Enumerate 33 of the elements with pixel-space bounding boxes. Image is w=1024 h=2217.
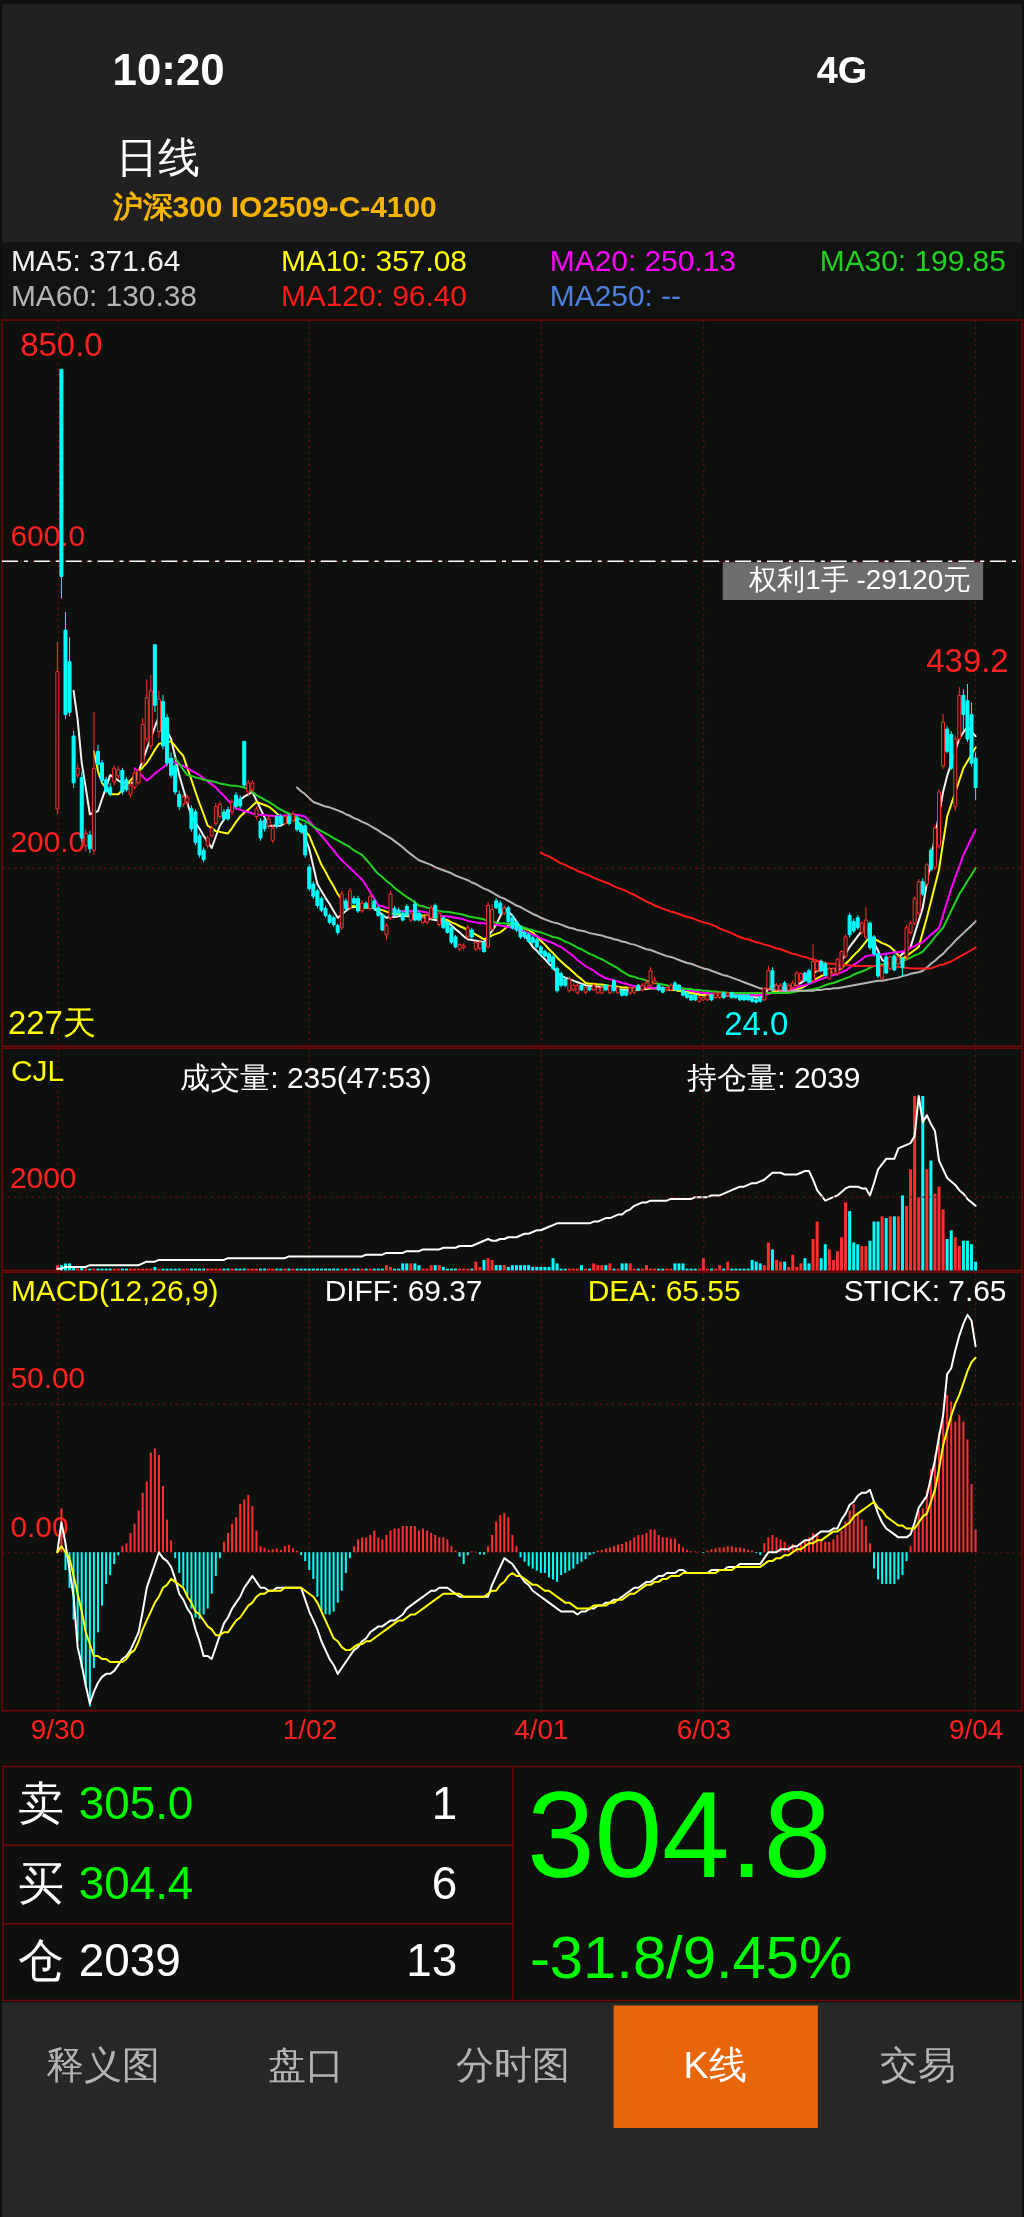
text: 13 (406, 1934, 458, 1986)
x-tick-label: 9/04 (948, 1714, 1004, 1746)
text: DIFF: 69.37 (324, 1274, 483, 1308)
text: 6 (431, 1857, 458, 1909)
text: 2039 (78, 1934, 181, 1986)
x-tick-label: 1/02 (282, 1714, 337, 1746)
text: 分时图 (456, 2044, 570, 2087)
text: 仓 (17, 1934, 64, 1986)
text: 304.4 (78, 1857, 194, 1909)
text: 沪深300 IO2509-C-4100 (111, 190, 437, 224)
annotation: STICK: 7.65 (843, 1274, 1007, 1308)
text: DEA: 65.55 (587, 1274, 741, 1308)
chart-title: CJL (10, 1054, 65, 1088)
x-tick-label: 6/03 (676, 1714, 731, 1746)
text: 305.0 (78, 1778, 194, 1830)
text: 卖 (17, 1778, 64, 1830)
text: 10:20 (112, 45, 225, 95)
x-tick-label: 9/30 (30, 1714, 85, 1746)
text: 304.8 (526, 1767, 832, 1904)
text: -31.8/9.45% (529, 1923, 853, 1991)
annotation: 2000 (9, 1161, 77, 1195)
text: 释义图 (45, 2044, 160, 2087)
text: K线 (683, 2044, 747, 2087)
text: 盘口 (267, 2044, 344, 2087)
chart-title: MACD(12,26,9) (10, 1274, 219, 1308)
text: 日线 (115, 133, 200, 181)
text: 4G (816, 49, 868, 92)
text: 交易 (880, 2044, 957, 2087)
text: 成交量: 235(47:53) (180, 1061, 432, 1095)
text: 1 (431, 1778, 458, 1830)
y-tick-label: 50.00 (10, 1361, 86, 1395)
x-tick-label: 4/01 (514, 1714, 569, 1746)
text: 买 (17, 1857, 64, 1909)
